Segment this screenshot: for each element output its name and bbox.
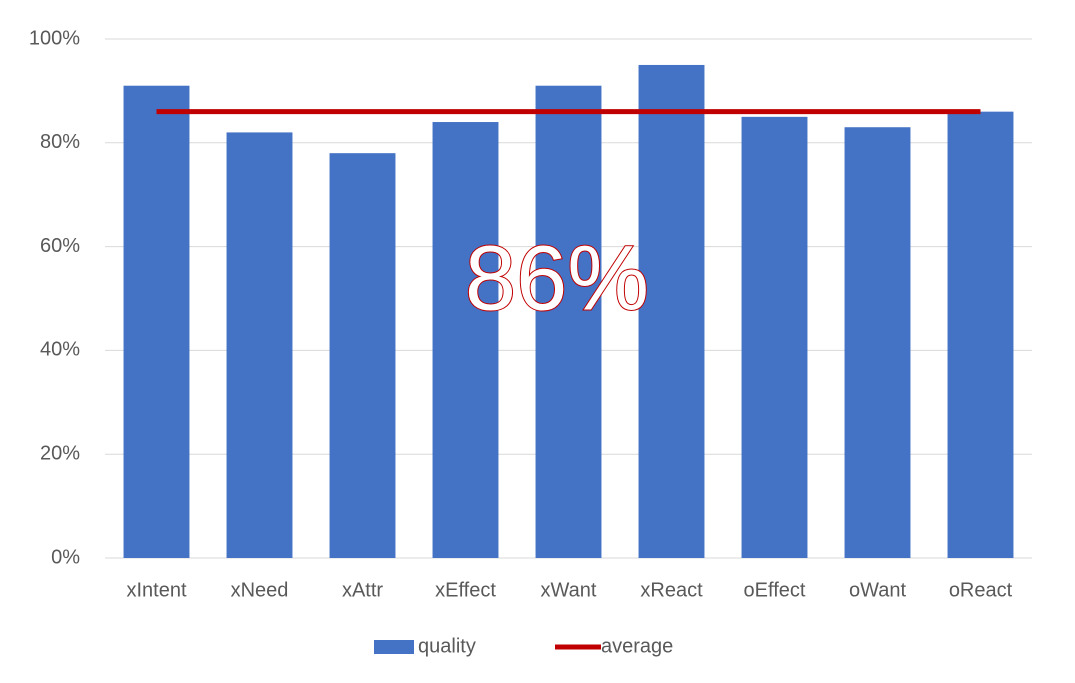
x-tick-label: xWant bbox=[541, 579, 597, 601]
bar bbox=[329, 153, 396, 558]
x-tick-label: xNeed bbox=[231, 579, 289, 601]
y-tick-label: 60% bbox=[40, 235, 80, 257]
bar bbox=[432, 122, 499, 558]
bar bbox=[947, 111, 1014, 558]
x-tick-label: oReact bbox=[949, 579, 1013, 601]
legend-label: quality bbox=[418, 635, 476, 657]
annotation: 86% bbox=[465, 227, 649, 329]
x-tick-label: xIntent bbox=[126, 579, 186, 601]
x-tick-label: xEffect bbox=[435, 579, 496, 601]
y-tick-label: 80% bbox=[40, 131, 80, 153]
x-tick-label: xReact bbox=[640, 579, 703, 601]
legend-swatch bbox=[374, 640, 414, 654]
bar bbox=[123, 85, 190, 559]
legend-label: average bbox=[601, 635, 673, 657]
y-tick-label: 0% bbox=[51, 546, 80, 568]
x-tick-label: oWant bbox=[849, 579, 907, 601]
bar bbox=[741, 116, 808, 558]
bar bbox=[844, 127, 911, 558]
bar bbox=[535, 85, 602, 559]
bar bbox=[638, 64, 705, 558]
x-tick-label: xAttr bbox=[342, 579, 383, 601]
y-tick-label: 40% bbox=[40, 339, 80, 361]
y-tick-label: 100% bbox=[29, 27, 80, 49]
y-tick-label: 20% bbox=[40, 442, 80, 464]
bar bbox=[226, 132, 293, 559]
x-tick-label: oEffect bbox=[744, 579, 806, 601]
